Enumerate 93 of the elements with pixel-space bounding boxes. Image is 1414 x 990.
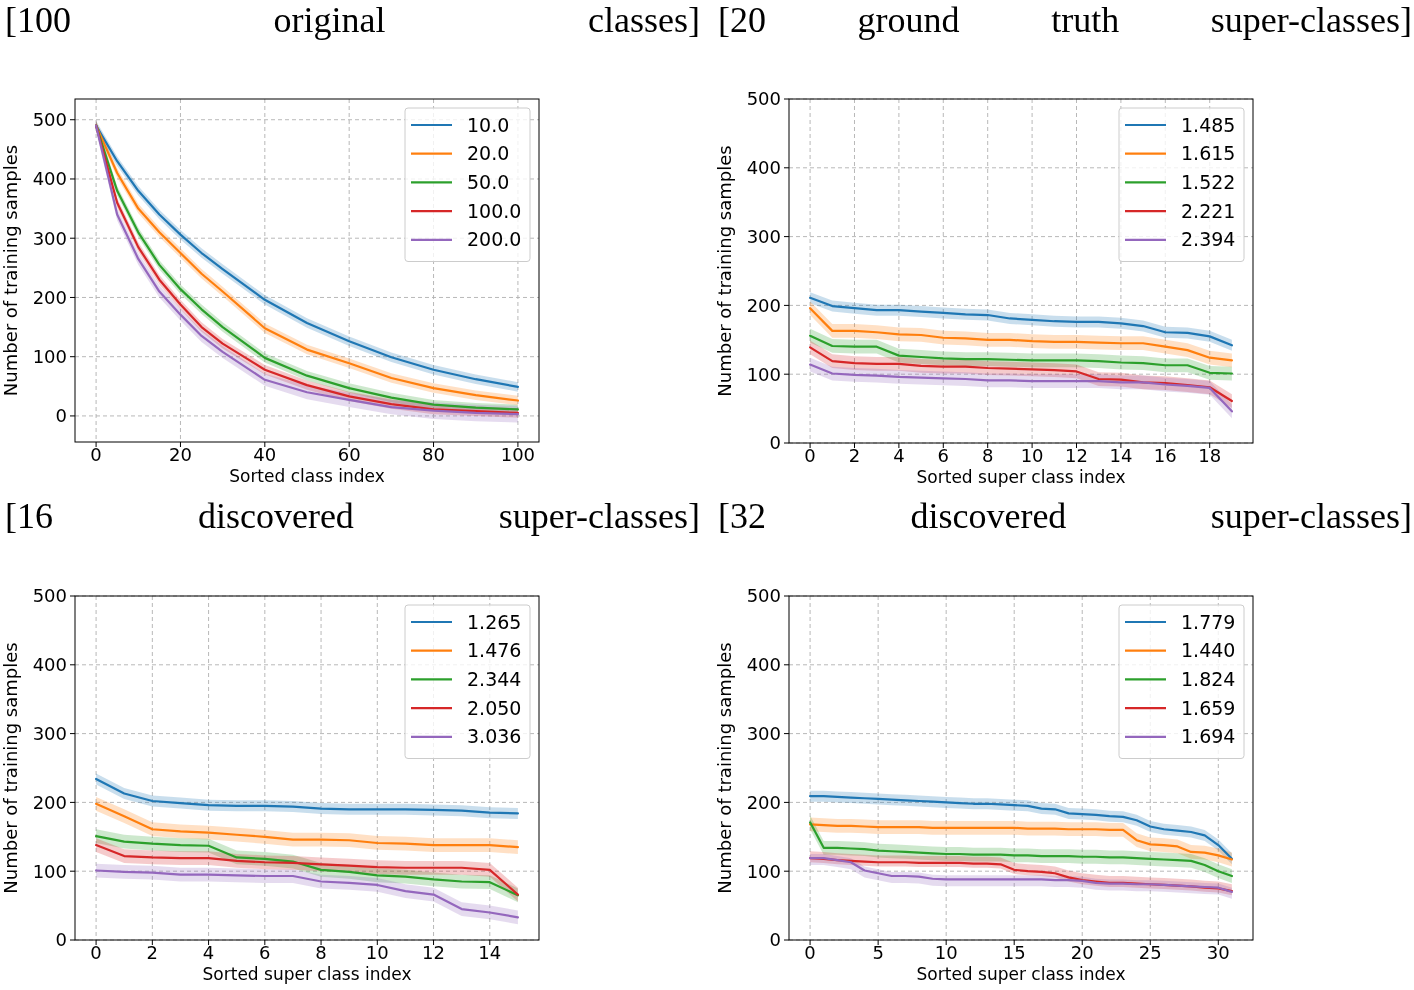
x-tick-label: 12 — [422, 942, 445, 963]
line-series — [94, 869, 520, 919]
x-tick-label: 20 — [1070, 942, 1094, 963]
x-axis-title: Sorted class index — [229, 466, 385, 486]
x-tick-label: 6 — [259, 942, 271, 963]
y-tick-label: 500 — [746, 585, 781, 607]
x-tick-label: 80 — [422, 444, 445, 465]
y-axis-title: Number of training samples — [0, 642, 21, 894]
x-tick-label: 20 — [169, 444, 192, 465]
y-axis-title: Number of training samples — [714, 642, 735, 894]
x-tick-label: 0 — [90, 444, 102, 465]
chart-title: [20 ground truth super-classes] — [718, 0, 1412, 40]
x-tick-label: 10 — [934, 942, 958, 963]
y-tick-label: 400 — [32, 168, 67, 190]
x-tick-label: 8 — [981, 445, 994, 466]
line-series — [808, 307, 1234, 362]
legend-label: 10.0 — [467, 113, 510, 136]
y-tick-label: 300 — [32, 227, 67, 249]
line-series — [808, 363, 1234, 413]
legend-label: 200.0 — [467, 228, 522, 251]
y-tick-label: 100 — [746, 363, 781, 385]
x-tick-label: 60 — [337, 444, 361, 465]
y-axis-title: Number of training samples — [0, 144, 21, 397]
chart-title: [100 original classes] — [5, 0, 701, 40]
x-tick-label: 10 — [1020, 445, 1044, 466]
y-tick-label: 400 — [746, 654, 781, 676]
legend-label: 1.615 — [1181, 142, 1236, 165]
line-series — [808, 334, 1234, 375]
legend-label: 1.824 — [1181, 668, 1236, 691]
x-tick-label: 0 — [804, 942, 816, 963]
x-tick-label: 2 — [848, 445, 861, 466]
x-tick-label: 100 — [500, 444, 536, 465]
y-tick-label: 100 — [746, 860, 781, 882]
legend-label: 20.0 — [467, 142, 510, 165]
x-tick-label: 4 — [893, 445, 905, 466]
legend-label: 1.779 — [1181, 610, 1236, 633]
legend-label: 1.265 — [467, 610, 522, 633]
x-tick-label: 4 — [202, 942, 215, 963]
line-series — [808, 823, 1234, 861]
x-axis-title: Sorted super class index — [916, 964, 1126, 984]
y-tick-label: 400 — [32, 654, 67, 676]
y-tick-label: 200 — [32, 791, 67, 813]
x-tick-label: 15 — [1002, 942, 1026, 963]
x-tick-label: 12 — [1065, 445, 1088, 466]
legend-label: 1.485 — [1181, 113, 1236, 136]
x-tick-label: 5 — [872, 942, 884, 963]
legend-label: 100.0 — [467, 199, 522, 222]
x-axis-title: Sorted super class index — [916, 467, 1126, 487]
y-tick-label: 300 — [746, 225, 781, 247]
x-tick-label: 6 — [937, 445, 950, 466]
x-tick-label: 40 — [253, 444, 277, 465]
y-tick-label: 500 — [32, 109, 67, 131]
chart-title: [16 discovered super-classes] — [5, 496, 700, 536]
line-series — [808, 821, 1234, 878]
x-tick-label: 16 — [1153, 445, 1177, 466]
y-tick-label: 200 — [746, 791, 781, 813]
legend-label: 3.036 — [467, 725, 522, 748]
y-tick-label: 500 — [746, 88, 781, 110]
legend-label: 1.440 — [1181, 639, 1236, 662]
x-tick-label: 0 — [804, 445, 816, 466]
y-tick-label: 300 — [746, 722, 781, 744]
legend-label: 2.344 — [467, 668, 522, 691]
y-tick-label: 100 — [32, 345, 67, 367]
x-tick-label: 14 — [1109, 445, 1133, 466]
chart-title: [32 discovered super-classes] — [718, 496, 1412, 536]
line-series — [94, 802, 520, 849]
legend-label: 2.221 — [1181, 199, 1236, 222]
legend-label: 1.659 — [1181, 696, 1236, 719]
legend-label: 2.050 — [467, 696, 522, 719]
x-tick-label: 18 — [1198, 445, 1222, 466]
y-tick-label: 200 — [746, 294, 781, 316]
line-series — [808, 857, 1234, 893]
legend-label: 1.476 — [467, 639, 522, 662]
y-tick-label: 400 — [746, 157, 781, 179]
x-tick-label: 8 — [315, 942, 327, 963]
legend-label: 50.0 — [467, 171, 510, 194]
legend-label: 2.394 — [1181, 228, 1236, 251]
x-tick-label: 2 — [146, 942, 159, 963]
line-series — [808, 346, 1234, 403]
y-axis-title: Number of training samples — [714, 145, 735, 397]
y-tick-label: 100 — [32, 860, 67, 882]
legend-label: 1.522 — [1181, 171, 1236, 194]
y-tick-label: 500 — [32, 585, 67, 607]
x-axis-title: Sorted super class index — [202, 964, 412, 984]
x-tick-label: 10 — [365, 942, 389, 963]
y-tick-label: 0 — [55, 405, 67, 427]
x-tick-label: 30 — [1206, 942, 1230, 963]
y-tick-label: 300 — [32, 722, 67, 744]
y-tick-label: 200 — [32, 286, 67, 308]
x-tick-label: 25 — [1138, 942, 1162, 963]
x-tick-label: 0 — [90, 942, 102, 963]
legend-label: 1.694 — [1181, 725, 1236, 748]
x-tick-label: 14 — [478, 942, 502, 963]
